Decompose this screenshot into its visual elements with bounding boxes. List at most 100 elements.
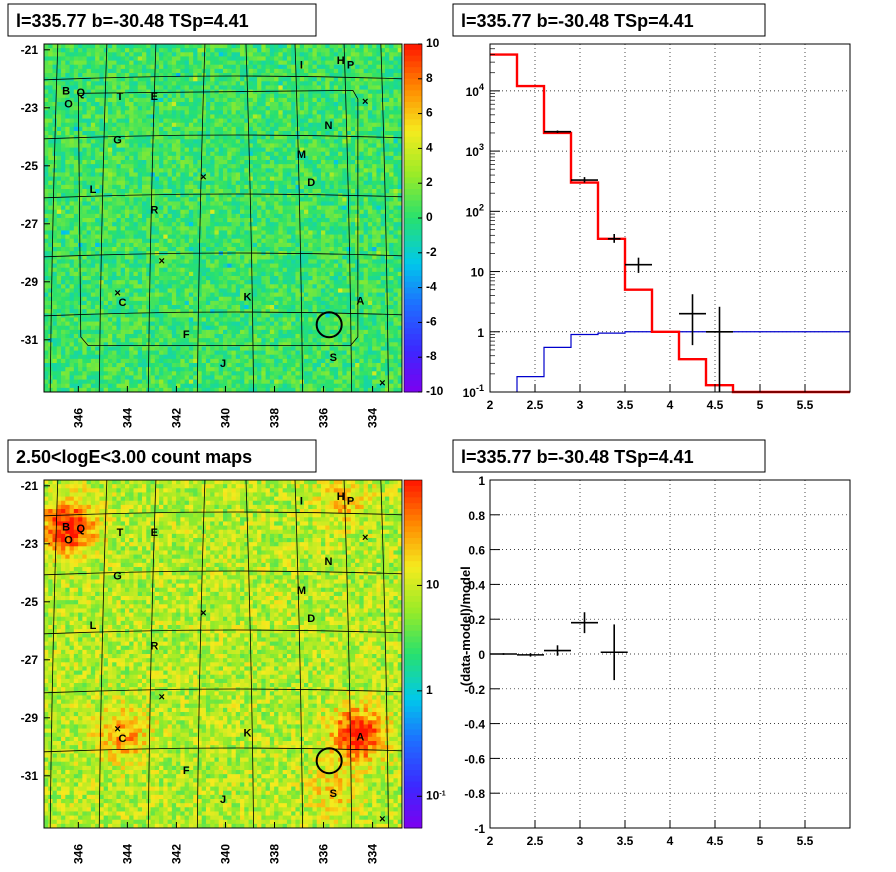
residual-pixel xyxy=(205,255,211,260)
residual-pixel xyxy=(103,350,109,356)
residual-pixel xyxy=(103,387,109,393)
residual-pixel xyxy=(129,251,134,256)
residual-pixel xyxy=(240,334,245,339)
residual-pixel xyxy=(137,143,143,148)
residual-pixel xyxy=(244,313,249,318)
residual-pixel xyxy=(223,131,228,136)
residual-pixels xyxy=(44,44,403,393)
residual-pixel xyxy=(240,122,245,128)
residual-pixel xyxy=(159,371,164,376)
residual-pixel xyxy=(65,371,70,376)
residual-pixel xyxy=(257,255,262,260)
residual-pixel xyxy=(205,230,211,235)
residual-pixel xyxy=(257,197,262,202)
residual-pixel xyxy=(214,317,220,322)
residual-pixel xyxy=(176,85,181,90)
residual-pixel xyxy=(193,126,198,132)
residual-pixel xyxy=(56,93,62,99)
residual-pixel xyxy=(99,155,105,161)
residual-pixel xyxy=(90,317,96,322)
residual-pixel xyxy=(112,296,117,302)
residual-pixel xyxy=(146,226,151,231)
residual-pixel xyxy=(107,68,113,74)
residual-pixel xyxy=(214,255,220,260)
residual-pixel xyxy=(112,143,117,148)
residual-pixel xyxy=(107,114,113,119)
residual-pixel xyxy=(210,379,215,385)
residual-pixel xyxy=(214,64,220,70)
residual-pixel xyxy=(252,126,258,132)
residual-pixel xyxy=(129,354,134,360)
residual-pixel xyxy=(252,151,258,157)
residual-pixel xyxy=(197,259,203,264)
residual-pixel xyxy=(137,309,143,314)
residual-pixel xyxy=(107,77,113,82)
residual-pixel xyxy=(107,164,113,169)
residual-pixel xyxy=(171,379,177,385)
residual-pixel xyxy=(274,354,279,360)
residual-pixel xyxy=(291,247,296,252)
residual-pixel xyxy=(188,338,194,343)
residual-pixel xyxy=(159,321,164,327)
residual-pixel xyxy=(44,89,49,95)
residual-pixel xyxy=(278,197,284,202)
residual-pixel xyxy=(252,276,258,281)
residual-pixel xyxy=(112,135,117,140)
residual-pixel xyxy=(278,280,284,285)
residual-pixel xyxy=(248,263,254,269)
residual-pixel xyxy=(48,230,53,235)
residual-pixel xyxy=(61,89,66,95)
residual-pixel xyxy=(86,247,92,252)
residual-pixel xyxy=(146,271,151,277)
residual-pixel xyxy=(252,77,258,82)
residual-pixel xyxy=(167,267,173,273)
residual-pixel xyxy=(82,247,88,252)
residual-pixel xyxy=(163,338,168,343)
residual-pixel xyxy=(61,379,66,385)
residual-pixel xyxy=(295,77,301,82)
residual-pixel xyxy=(240,358,245,364)
residual-pixel xyxy=(265,122,271,128)
residual-pixel xyxy=(180,334,186,339)
residual-pixel xyxy=(210,151,215,157)
residual-pixel xyxy=(73,126,79,132)
residual-pixel xyxy=(184,122,190,128)
residual-pixel xyxy=(116,259,122,264)
residual-pixel xyxy=(56,184,62,190)
residual-pixel xyxy=(142,89,147,95)
residual-pixel xyxy=(252,205,258,211)
residual-pixel xyxy=(235,259,241,264)
residual-pixel xyxy=(244,184,249,190)
residual-pixel xyxy=(73,60,79,66)
residual-pixel xyxy=(218,126,224,132)
residual-pixel xyxy=(223,135,228,140)
residual-pixel xyxy=(107,118,113,124)
residual-pixel xyxy=(142,226,147,231)
residual-pixel xyxy=(103,118,109,124)
residual-pixel xyxy=(61,52,66,57)
residual-pixel xyxy=(261,151,267,157)
residual-pixel xyxy=(82,371,88,376)
residual-pixel xyxy=(274,155,279,161)
residual-pixel xyxy=(291,296,296,302)
residual-pixel xyxy=(124,201,130,206)
residual-pixel xyxy=(180,354,186,360)
residual-pixel xyxy=(223,172,228,177)
residual-pixel xyxy=(163,131,168,136)
residual-pixel xyxy=(227,259,232,264)
residual-pixel xyxy=(214,267,220,273)
residual-pixel xyxy=(180,122,186,128)
residual-pixel xyxy=(274,114,279,119)
residual-pixel xyxy=(205,155,211,161)
residual-pixel xyxy=(274,242,279,248)
residual-pixel xyxy=(107,126,113,132)
residual-pixel xyxy=(197,305,203,310)
residual-pixel xyxy=(227,255,232,260)
residual-pixel xyxy=(214,334,220,339)
residual-pixel xyxy=(244,143,249,148)
residual-pixel xyxy=(291,64,296,70)
residual-pixel xyxy=(176,209,181,215)
residual-pixel xyxy=(252,213,258,219)
residual-pixel xyxy=(188,176,194,182)
residual-pixel xyxy=(65,292,70,298)
